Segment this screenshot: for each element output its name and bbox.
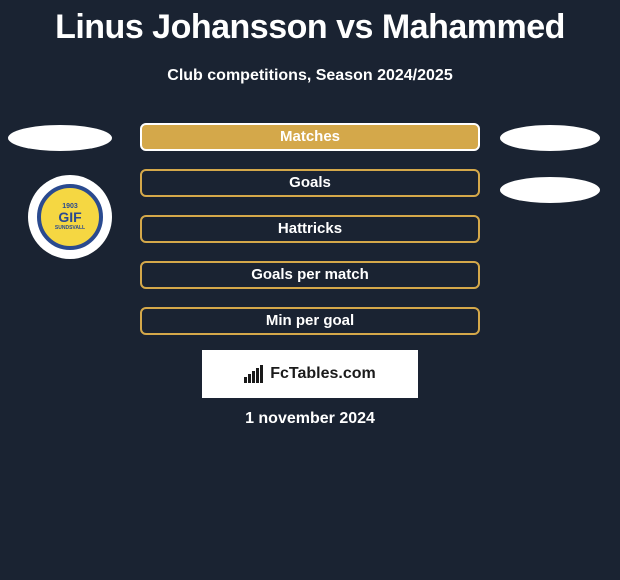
stat-bar-goals: Goals <box>140 169 480 197</box>
club-logo-left: 1903 GIF SUNDSVALL <box>28 175 112 259</box>
right-value-ellipse-1 <box>500 125 600 151</box>
stat-bar-hattricks: Hattricks <box>140 215 480 243</box>
comparison-chart: 1903 GIF SUNDSVALL Matches Goals Hattric… <box>0 125 620 355</box>
watermark-bars-icon <box>244 365 266 383</box>
stat-bar-matches: Matches <box>140 123 480 151</box>
stat-bar-goals-per-match: Goals per match <box>140 261 480 289</box>
stat-bar-min-per-goal: Min per goal <box>140 307 480 335</box>
watermark: FcTables.com <box>202 350 418 398</box>
club-logo-text: 1903 GIF SUNDSVALL <box>55 203 85 232</box>
watermark-text: FcTables.com <box>270 365 376 383</box>
right-value-ellipse-2 <box>500 177 600 203</box>
subtitle: Club competitions, Season 2024/2025 <box>0 67 620 85</box>
logo-abbr: GIF <box>55 210 85 225</box>
logo-city: SUNDSVALL <box>55 226 85 232</box>
club-logo-badge: 1903 GIF SUNDSVALL <box>37 184 103 250</box>
left-value-ellipse-1 <box>8 125 112 151</box>
date-label: 1 november 2024 <box>0 410 620 428</box>
page-title: Linus Johansson vs Mahammed <box>0 0 620 47</box>
